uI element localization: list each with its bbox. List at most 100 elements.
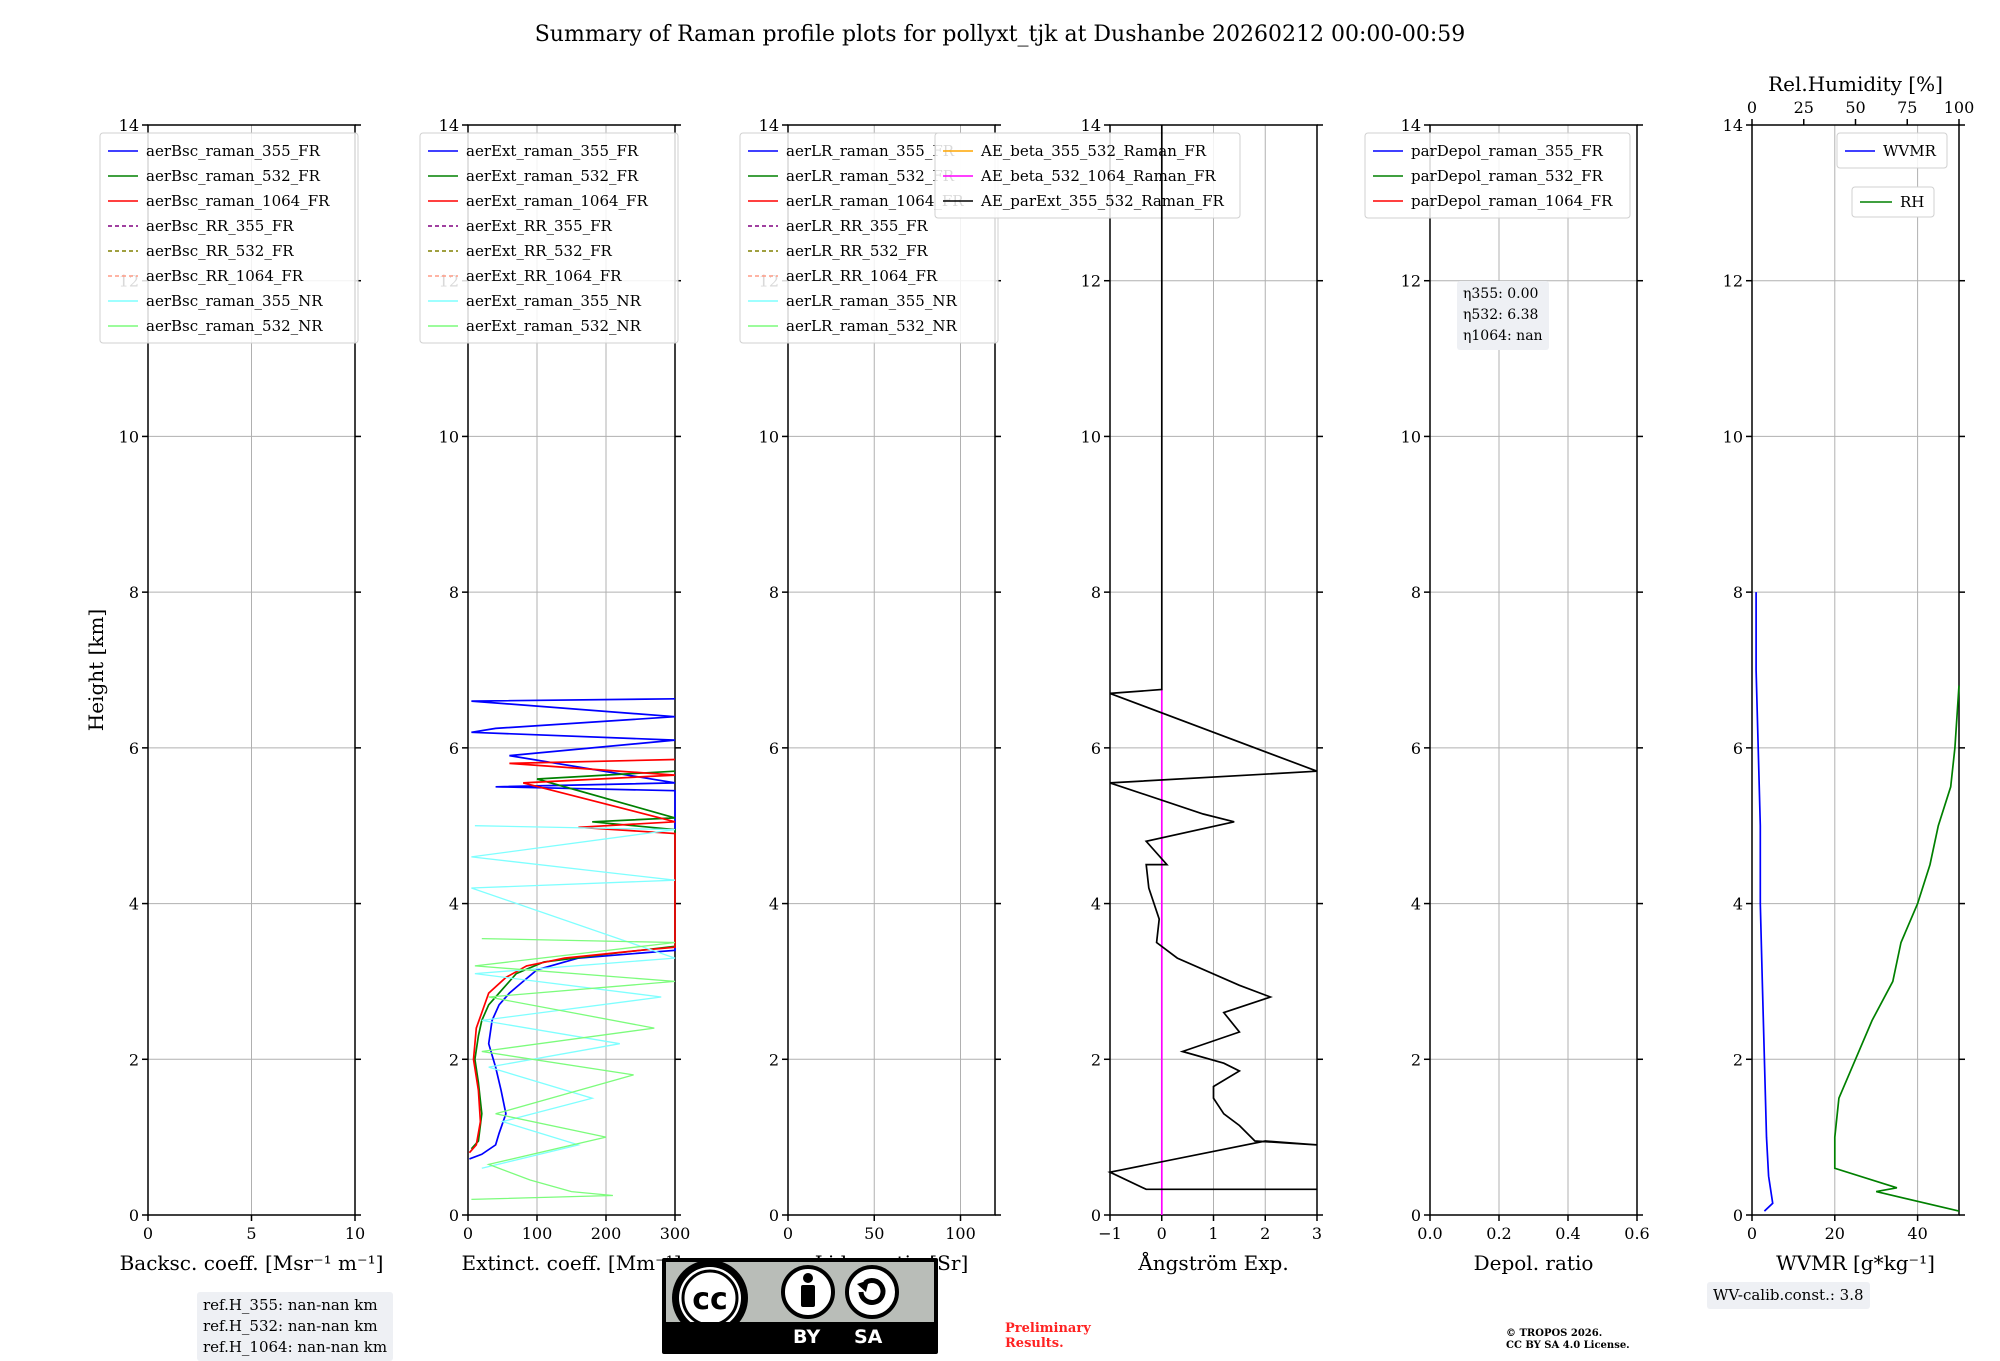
legend-entry: aerExt_raman_355_NR — [466, 292, 642, 310]
x-tick-label: 3 — [1312, 1224, 1322, 1243]
ref-h-355: ref.H_355: nan-nan km — [203, 1296, 378, 1314]
cc-icons-svg: cc — [672, 1260, 899, 1336]
legend-entry: aerExt_raman_532_NR — [466, 317, 642, 335]
legend-dep: parDepol_raman_355_FR parDepol_raman_532_… — [1364, 132, 1631, 219]
y-tick-label: 8 — [129, 583, 139, 602]
y-tick-label: 14 — [119, 116, 139, 135]
x-tick-label: 1 — [1208, 1224, 1218, 1243]
top-tick-label: 75 — [1897, 98, 1917, 117]
series-WVMR — [1755, 592, 1774, 1212]
y-tick-label: 12 — [1081, 272, 1101, 291]
y-tick-label: 4 — [769, 895, 779, 914]
legend-wv: WVMR — [1836, 132, 1948, 169]
sa-arrowhead-icon — [857, 1280, 869, 1292]
eta-532: η532: 6.38 — [1463, 307, 1539, 323]
y-tick-label: 0 — [449, 1206, 459, 1225]
license-labels: BY SA — [666, 1324, 934, 1350]
panel-bsc: 051002468101214Backsc. coeff. [Msr⁻¹ m⁻¹… — [99, 116, 383, 1275]
y-tick-label: 10 — [119, 427, 139, 446]
license-by: BY — [793, 1326, 821, 1348]
series-aerExt_raman_532_FR — [470, 770, 676, 1150]
x-tick-label: 0 — [143, 1224, 153, 1243]
y-tick-label: 8 — [449, 583, 459, 602]
legend-entry: aerLR_raman_355_NR — [786, 292, 957, 310]
legend-entry: WVMR — [1883, 142, 1937, 160]
license-sa: SA — [854, 1326, 883, 1348]
legend-entry: aerLR_RR_1064_FR — [786, 267, 938, 285]
wv-calib-box: WV-calib.const.: 3.8 — [1707, 1282, 1870, 1309]
legend-lr: aerLR_raman_355_FR aerLR_raman_532_FR aerL… — [739, 132, 999, 344]
cc-license-badge[interactable]: cc BY SA — [662, 1258, 938, 1354]
legend-rh: RH — [1851, 186, 1935, 218]
y-tick-label: 2 — [1091, 1050, 1101, 1069]
x-tick-label: 0 — [1157, 1224, 1167, 1243]
x-tick-label: 0 — [1747, 1224, 1757, 1243]
panel-lr: 05010002468101214Lidar ratio [Sr]aerLR_r… — [739, 116, 1001, 1275]
legend-entry: AE_beta_355_532_Raman_FR — [980, 142, 1207, 160]
y-tick-label: 2 — [449, 1050, 459, 1069]
y-tick-label: 10 — [439, 427, 459, 446]
x-tick-label: 0.4 — [1555, 1224, 1580, 1243]
legend-entry: aerBsc_RR_1064_FR — [146, 267, 304, 285]
y-tick-label: 10 — [759, 427, 779, 446]
copyright-line-1: © TROPOS 2026. — [1506, 1328, 1603, 1339]
y-tick-label: 14 — [1723, 116, 1743, 135]
series-AE_parExt_355_532_Raman_FR — [1107, 125, 1318, 1191]
y-tick-label: 6 — [769, 739, 779, 758]
legend-entry: aerExt_RR_1064_FR — [466, 267, 622, 285]
y-tick-label: 2 — [1411, 1050, 1421, 1069]
legend-entry: aerExt_RR_532_FR — [466, 242, 613, 260]
panel-ext: 010020030002468101214Extinct. coeff. [Mm… — [419, 116, 691, 1275]
y-tick-label: 14 — [1401, 116, 1421, 135]
axes-frame — [1109, 124, 1318, 1216]
eta-1064: η1064: nan — [1463, 328, 1543, 344]
legend-entry: aerBsc_raman_532_NR — [146, 317, 323, 335]
x-tick-label: 100 — [522, 1224, 553, 1243]
y-tick-label: 0 — [1411, 1206, 1421, 1225]
legend-entry: parDepol_raman_355_FR — [1411, 142, 1604, 160]
series-aerExt_raman_532_NR — [471, 937, 676, 1201]
x-tick-label: 200 — [591, 1224, 622, 1243]
y-tick-label: 2 — [769, 1050, 779, 1069]
copyright-line-2: CC BY SA 4.0 License. — [1506, 1340, 1630, 1351]
y-tick-label: 12 — [1401, 272, 1421, 291]
legend-entry: aerLR_raman_355_FR — [786, 142, 955, 160]
legend-entry: aerLR_RR_532_FR — [786, 242, 928, 260]
y-tick-label: 10 — [1401, 427, 1421, 446]
y-tick-label: 14 — [1081, 116, 1101, 135]
y-tick-label: 12 — [1723, 272, 1743, 291]
x-axis-label: Extinct. coeff. [Mm⁻¹] — [461, 1251, 681, 1275]
y-tick-label: 14 — [759, 116, 779, 135]
reference-height-box: ref.H_355: nan-nan km ref.H_532: nan-nan… — [197, 1292, 394, 1361]
series-RH — [1833, 685, 1960, 1212]
y-tick-label: 8 — [1411, 583, 1421, 602]
y-tick-label: 8 — [769, 583, 779, 602]
eta-355: η355: 0.00 — [1463, 286, 1539, 302]
y-tick-label: 0 — [1091, 1206, 1101, 1225]
legend-entry: aerLR_raman_1064_FR — [786, 192, 964, 210]
legend-ae: AE_beta_355_532_Raman_FR AE_beta_532_1064… — [934, 132, 1241, 219]
x-tick-label: 0 — [783, 1224, 793, 1243]
legend-entry: parDepol_raman_1064_FR — [1411, 192, 1613, 210]
axes-frame — [467, 124, 676, 1216]
x-tick-label: 2 — [1260, 1224, 1270, 1243]
legend-bsc: aerBsc_raman_355_FR aerBsc_raman_532_FRae… — [99, 132, 359, 344]
legend-entry: aerExt_RR_355_FR — [466, 217, 613, 235]
x-tick-label: 10 — [345, 1224, 365, 1243]
legend-entry: aerLR_RR_355_FR — [786, 217, 928, 235]
legend-entry: aerBsc_RR_532_FR — [146, 242, 294, 260]
legend-entry: RH — [1900, 193, 1924, 211]
legend-box — [419, 132, 679, 344]
x-tick-label: 0 — [463, 1224, 473, 1243]
legend-entry: aerBsc_RR_355_FR — [146, 217, 294, 235]
x-axis-label: WVMR [g*kg⁻¹] — [1776, 1251, 1935, 1275]
top-axis-label: Rel.Humidity [%] — [1768, 72, 1943, 96]
x-tick-label: 300 — [660, 1224, 691, 1243]
figure-title: Summary of Raman profile plots for polly… — [534, 22, 1466, 47]
legend-entry: parDepol_raman_532_FR — [1411, 167, 1604, 185]
legend-entry: aerBsc_raman_1064_FR — [146, 192, 330, 210]
preliminary-note: Preliminary Results. — [1005, 1321, 1091, 1351]
y-tick-label: 8 — [1091, 583, 1101, 602]
by-body-icon — [801, 1285, 815, 1307]
